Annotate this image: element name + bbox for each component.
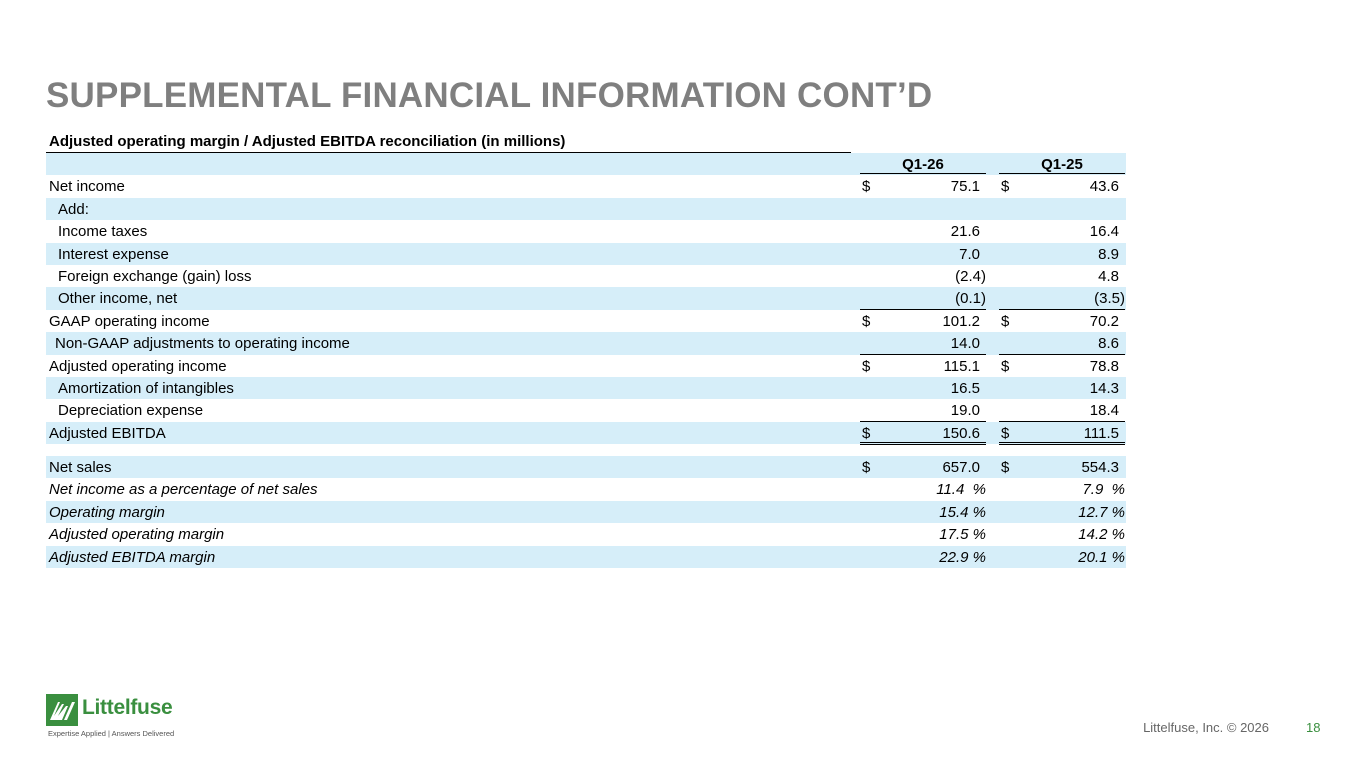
littelfuse-logo-icon <box>46 694 78 726</box>
row-label: Adjusted EBITDA <box>49 424 166 442</box>
table-caption: Adjusted operating margin / Adjusted EBI… <box>49 133 566 150</box>
row-label: Net income <box>49 178 125 196</box>
value-q1-25: 12.7 % <box>1078 503 1125 521</box>
table-row: Net income as a percentage of net sales … <box>46 478 1126 500</box>
value-q1-26: 15.4 % <box>939 503 986 521</box>
value-q1-25: 20.1 % <box>1078 548 1125 566</box>
page-number: 18 <box>1306 720 1321 735</box>
table-row: Interest expense 7.0 8.9 <box>46 242 1126 265</box>
table-row: Adjusted operating margin 17.5 % 14.2 % <box>46 523 1126 545</box>
value-q1-25: 8.9 <box>1098 245 1119 263</box>
value-q1-26: 16.5 <box>950 379 980 397</box>
table-row: Adjusted operating income $115.1 $78.8 <box>46 355 1126 377</box>
table-row: GAAP operating income $101.2 $70.2 <box>46 310 1126 332</box>
currency-sign: $ <box>862 312 871 330</box>
value-q1-25: 554.3 <box>1081 459 1119 477</box>
table-row: Net sales $657.0 $554.3 <box>46 456 1126 479</box>
value-q1-26: (0.1) <box>955 290 986 308</box>
row-label: Foreign exchange (gain) loss <box>58 267 252 285</box>
value-q1-25: 8.6 <box>1098 335 1119 353</box>
row-label: Adjusted EBITDA margin <box>49 548 216 566</box>
table-row: Foreign exchange (gain) loss (2.4) 4.8 <box>46 265 1126 287</box>
value-q1-25: 7.9 % <box>1082 481 1125 499</box>
currency-sign: $ <box>1001 312 1010 330</box>
value-q1-26: 21.6 <box>950 223 980 241</box>
value-q1-25: 43.6 <box>1089 178 1119 196</box>
value-q1-25: 4.8 <box>1098 267 1119 285</box>
value-q1-26: 17.5 % <box>939 526 986 544</box>
row-label: Add: <box>58 200 89 218</box>
table-row: Operating margin 15.4 % 12.7 % <box>46 500 1126 524</box>
row-label: Net sales <box>49 459 112 477</box>
value-q1-25: 14.3 <box>1089 379 1119 397</box>
column-header-q1-25: Q1-25 <box>999 156 1125 174</box>
value-q1-26: (2.4) <box>955 267 986 285</box>
value-q1-25: 111.5 <box>1083 424 1119 442</box>
row-label: Income taxes <box>58 223 148 241</box>
logo-wordmark: Littelfuse <box>82 696 173 719</box>
value-q1-25: 16.4 <box>1089 223 1119 241</box>
value-q1-26: 11.4 % <box>936 481 986 499</box>
row-label: Adjusted operating income <box>49 357 227 375</box>
value-q1-26: 150.6 <box>942 424 980 442</box>
row-label: Non-GAAP adjustments to operating income <box>55 335 350 353</box>
value-q1-25: 78.8 <box>1089 357 1119 375</box>
value-q1-26: 22.9 % <box>939 548 986 566</box>
table-row: Other income, net (0.1) (3.5) <box>46 287 1126 311</box>
value-q1-26: 19.0 <box>950 402 980 420</box>
value-q1-26: 7.0 <box>959 245 980 263</box>
table-row: Net income $75.1 $43.6 <box>46 175 1126 197</box>
value-q1-25: (3.5) <box>1094 290 1125 308</box>
table-row: Non-GAAP adjustments to operating income… <box>46 332 1126 356</box>
table-row: Adjusted EBITDA $150.6 $111.5 <box>46 421 1126 445</box>
value-q1-25: 70.2 <box>1089 312 1119 330</box>
row-label: Depreciation expense <box>58 402 204 420</box>
row-label: Amortization of intangibles <box>58 379 234 397</box>
row-label: Operating margin <box>49 503 165 521</box>
company-logo: Littelfuse Expertise Applied | Answers D… <box>46 694 196 742</box>
currency-sign: $ <box>1001 178 1010 196</box>
currency-sign: $ <box>862 424 871 442</box>
table-caption-row: Adjusted operating margin / Adjusted EBI… <box>46 130 851 153</box>
value-q1-26: 14.0 <box>950 335 980 353</box>
currency-sign: $ <box>862 357 871 375</box>
currency-sign: $ <box>862 178 871 196</box>
copyright-text: Littelfuse, Inc. © 2026 <box>1143 720 1269 735</box>
currency-sign: $ <box>862 459 871 477</box>
value-q1-26: 657.0 <box>942 459 980 477</box>
table-row: Income taxes 21.6 16.4 <box>46 220 1126 242</box>
currency-sign: $ <box>1001 424 1010 442</box>
table-row: Adjusted EBITDA margin 22.9 % 20.1 % <box>46 545 1126 569</box>
row-label: Other income, net <box>58 290 178 308</box>
page-title: SUPPLEMENTAL FINANCIAL INFORMATION CONT’… <box>46 76 933 115</box>
currency-sign: $ <box>1001 459 1010 477</box>
value-q1-26: 75.1 <box>950 178 980 196</box>
reconciliation-table: Adjusted operating margin / Adjusted EBI… <box>46 130 1126 569</box>
currency-sign: $ <box>1001 357 1010 375</box>
value-q1-25: 18.4 <box>1089 402 1119 420</box>
row-label: Interest expense <box>58 245 169 263</box>
row-label: GAAP operating income <box>49 312 210 330</box>
row-label: Net income as a percentage of net sales <box>49 481 318 499</box>
row-label: Adjusted operating margin <box>49 526 225 544</box>
value-q1-26: 101.2 <box>942 312 980 330</box>
column-header-q1-26: Q1-26 <box>860 156 986 174</box>
value-q1-25: 14.2 % <box>1078 526 1125 544</box>
table-row: Depreciation expense 19.0 18.4 <box>46 399 1126 423</box>
table-header-row: Q1-26 Q1-25 <box>46 153 1126 176</box>
value-q1-26: 115.1 <box>943 357 980 375</box>
table-row: Add: <box>46 197 1126 221</box>
logo-tagline: Expertise Applied | Answers Delivered <box>48 729 175 738</box>
table-row: Amortization of intangibles 16.5 14.3 <box>46 376 1126 400</box>
